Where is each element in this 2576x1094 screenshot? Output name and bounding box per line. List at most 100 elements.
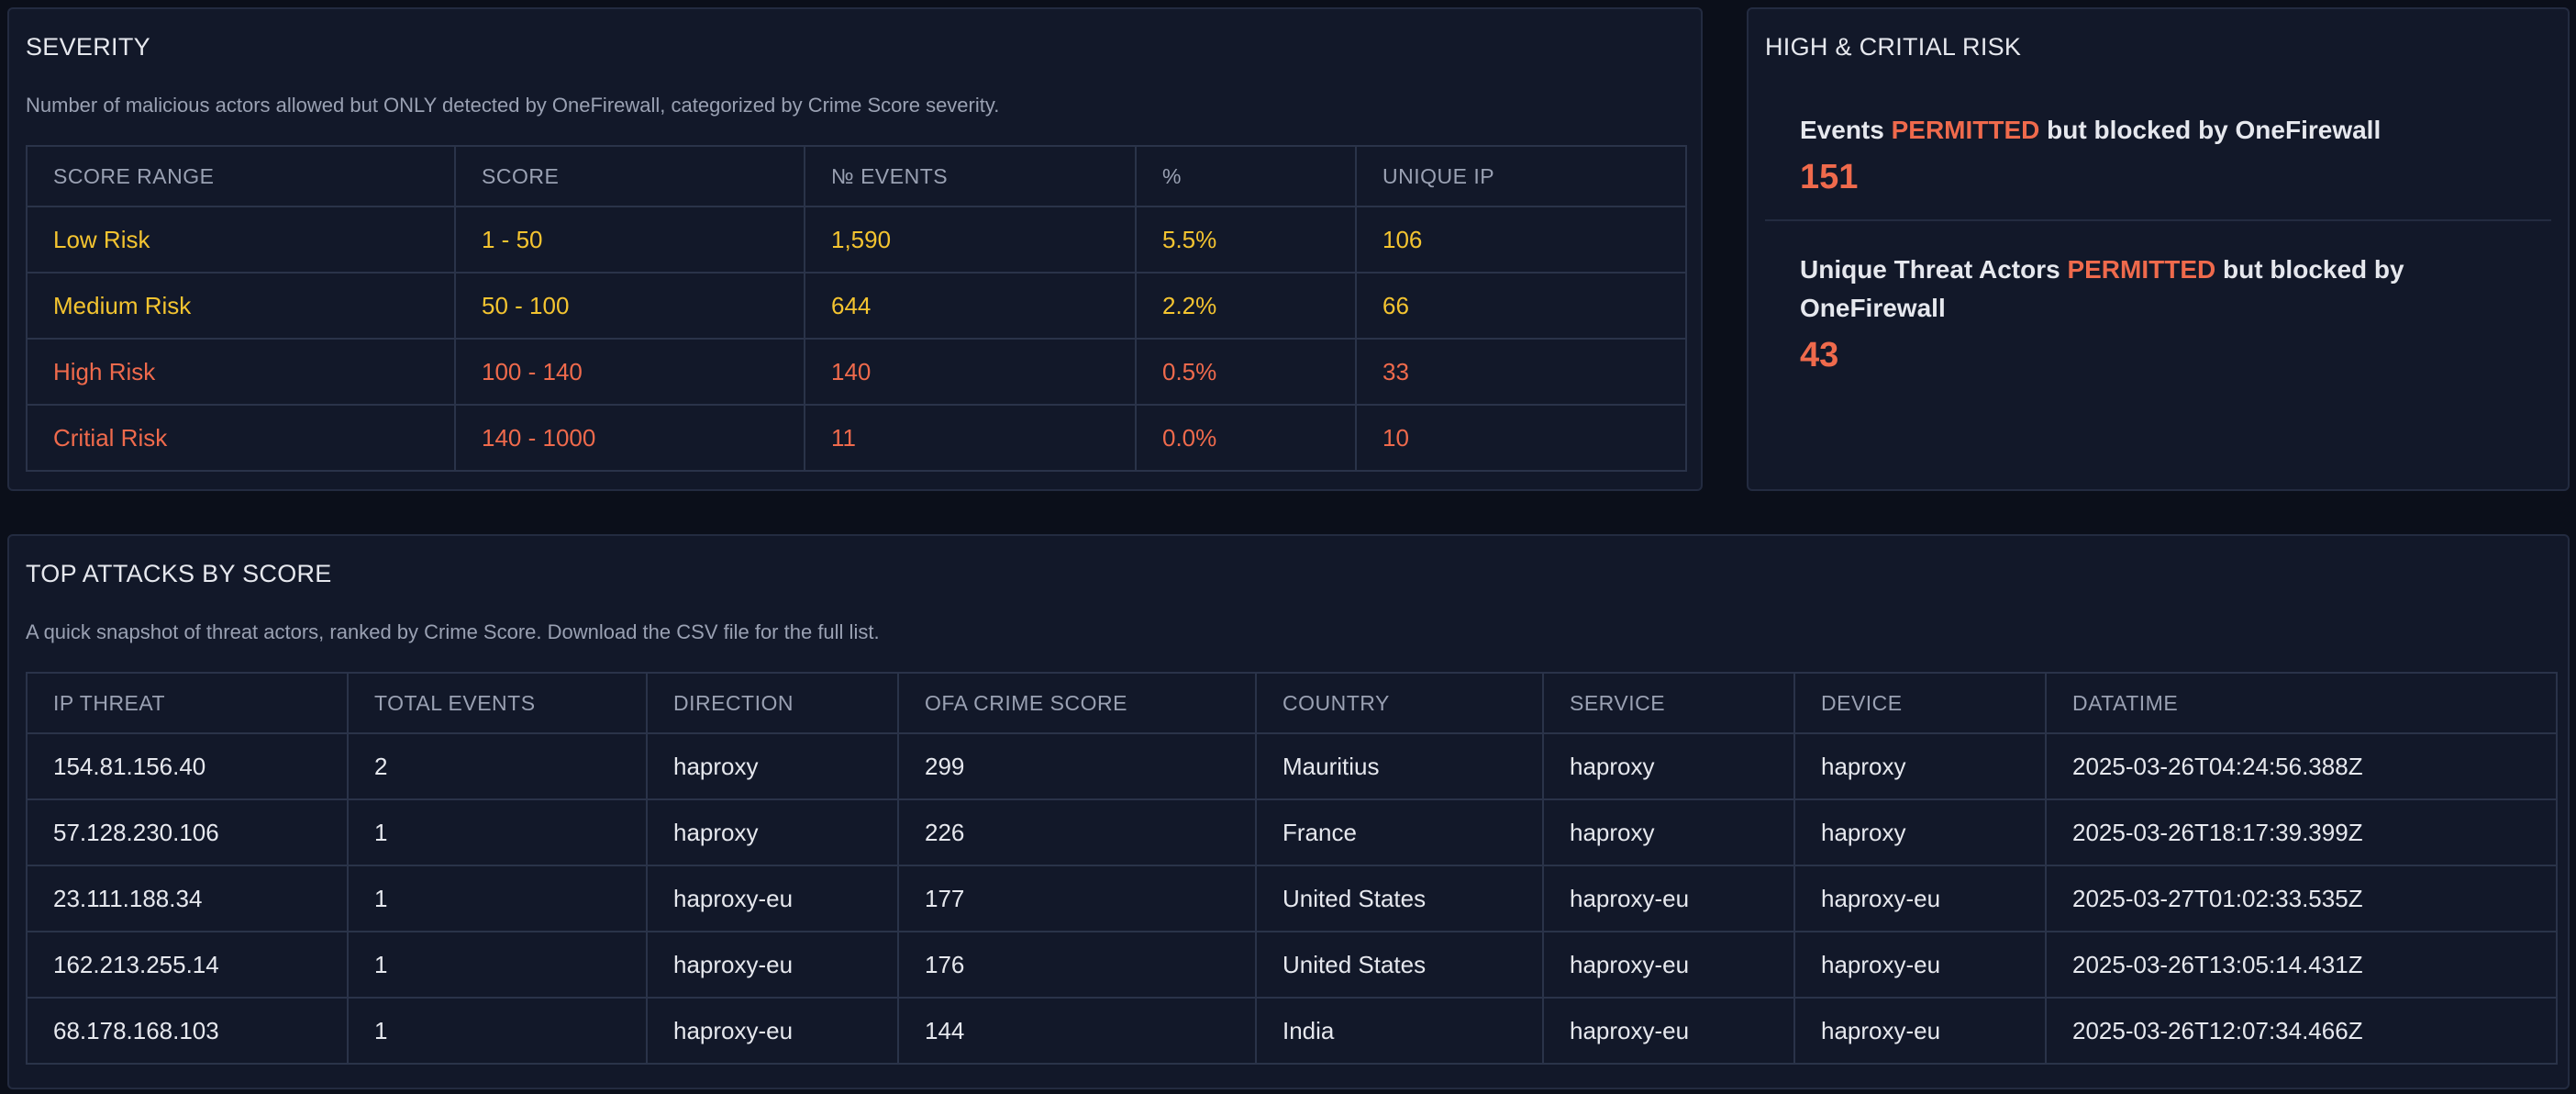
country-cell: India: [1255, 997, 1544, 1065]
device-cell: haproxy-eu: [1793, 931, 2047, 999]
unique-actors-permitted-stat: Unique Threat Actors PERMITTED but block…: [1800, 251, 2534, 375]
score-cell: 100 - 140: [454, 338, 805, 406]
ip-cell: 68.178.168.103: [26, 997, 349, 1065]
column-header-service: SERVICE: [1542, 672, 1795, 734]
ip-cell: 23.111.188.34: [26, 865, 349, 932]
table-row: 154.81.156.40 2 haproxy 299 Mauritius ha…: [26, 732, 2558, 800]
high-critical-risk-panel: HIGH & CRITIAL RISK Events PERMITTED but…: [1747, 7, 2570, 491]
percent-cell: 2.2%: [1135, 272, 1357, 340]
unique-label-highlight: PERMITTED: [2067, 255, 2216, 284]
severity-row-critical: Critial Risk 140 - 1000 11 0.0% 10: [26, 404, 1687, 472]
device-cell: haproxy-eu: [1793, 865, 2047, 932]
score-cell: 140 - 1000: [454, 404, 805, 472]
risk-title: HIGH & CRITIAL RISK: [1765, 33, 2022, 61]
severity-title: SEVERITY: [26, 33, 150, 61]
attacks-table: IP THREAT TOTAL EVENTS DIRECTION OFA CRI…: [26, 672, 2558, 1065]
crime-score-cell: 144: [897, 997, 1257, 1065]
events-permitted-value: 151: [1800, 158, 1859, 196]
score-range-cell: Medium Risk: [26, 272, 456, 340]
ip-cell: 162.213.255.14: [26, 931, 349, 999]
crime-score-cell: 299: [897, 732, 1257, 800]
top-attacks-panel: TOP ATTACKS BY SCORE A quick snapshot of…: [7, 534, 2570, 1089]
percent-cell: 0.0%: [1135, 404, 1357, 472]
device-cell: haproxy: [1793, 732, 2047, 800]
datetime-cell: 2025-03-26T12:07:34.466Z: [2045, 997, 2558, 1065]
events-cell: 644: [804, 272, 1137, 340]
score-range-cell: Critial Risk: [26, 404, 456, 472]
events-label-highlight: PERMITTED: [1891, 116, 2040, 144]
column-header-country: COUNTRY: [1255, 672, 1544, 734]
crime-score-cell: 226: [897, 798, 1257, 866]
unique-ip-cell: 10: [1355, 404, 1687, 472]
score-cell: 50 - 100: [454, 272, 805, 340]
ip-cell: 57.128.230.106: [26, 798, 349, 866]
column-header-crime-score: OFA CRIME SCORE: [897, 672, 1257, 734]
direction-cell: haproxy-eu: [646, 931, 899, 999]
column-header-total-events: TOTAL EVENTS: [347, 672, 648, 734]
percent-cell: 5.5%: [1135, 206, 1357, 274]
country-cell: France: [1255, 798, 1544, 866]
service-cell: haproxy: [1542, 798, 1795, 866]
unique-label-prefix: Unique Threat Actors: [1800, 255, 2060, 284]
country-cell: United States: [1255, 865, 1544, 932]
direction-cell: haproxy-eu: [646, 865, 899, 932]
total-events-cell: 1: [347, 931, 648, 999]
table-row: 68.178.168.103 1 haproxy-eu 144 India ha…: [26, 997, 2558, 1065]
service-cell: haproxy: [1542, 732, 1795, 800]
score-cell: 1 - 50: [454, 206, 805, 274]
score-range-cell: Low Risk: [26, 206, 456, 274]
unique-actors-value: 43: [1800, 336, 1839, 374]
score-range-cell: High Risk: [26, 338, 456, 406]
attacks-title: TOP ATTACKS BY SCORE: [26, 560, 332, 587]
service-cell: haproxy-eu: [1542, 997, 1795, 1065]
datetime-cell: 2025-03-26T04:24:56.388Z: [2045, 732, 2558, 800]
unique-ip-cell: 106: [1355, 206, 1687, 274]
table-row: 57.128.230.106 1 haproxy 226 France hapr…: [26, 798, 2558, 866]
attacks-header-row: IP THREAT TOTAL EVENTS DIRECTION OFA CRI…: [26, 672, 2558, 734]
column-header-ip-threat: IP THREAT: [26, 672, 349, 734]
column-header-unique-ip: UNIQUE IP: [1355, 145, 1687, 207]
datetime-cell: 2025-03-26T13:05:14.431Z: [2045, 931, 2558, 999]
attacks-subtitle: A quick snapshot of threat actors, ranke…: [26, 620, 880, 643]
severity-header-row: SCORE RANGE SCORE № EVENTS % UNIQUE IP: [26, 145, 1687, 207]
total-events-cell: 1: [347, 997, 648, 1065]
column-header-percent: %: [1135, 145, 1357, 207]
events-cell: 11: [804, 404, 1137, 472]
severity-row-medium: Medium Risk 50 - 100 644 2.2% 66: [26, 272, 1687, 340]
column-header-score: SCORE: [454, 145, 805, 207]
device-cell: haproxy-eu: [1793, 997, 2047, 1065]
total-events-cell: 2: [347, 732, 648, 800]
unique-ip-cell: 33: [1355, 338, 1687, 406]
severity-panel: SEVERITY Number of malicious actors allo…: [7, 7, 1703, 491]
events-permitted-stat: Events PERMITTED but blocked by OneFirew…: [1800, 111, 2534, 197]
severity-row-high: High Risk 100 - 140 140 0.5% 33: [26, 338, 1687, 406]
service-cell: haproxy-eu: [1542, 865, 1795, 932]
datetime-cell: 2025-03-26T18:17:39.399Z: [2045, 798, 2558, 866]
direction-cell: haproxy: [646, 798, 899, 866]
events-label-prefix: Events: [1800, 116, 1884, 144]
column-header-device: DEVICE: [1793, 672, 2047, 734]
column-header-direction: DIRECTION: [646, 672, 899, 734]
crime-score-cell: 176: [897, 931, 1257, 999]
percent-cell: 0.5%: [1135, 338, 1357, 406]
unique-actors-label: Unique Threat Actors PERMITTED but block…: [1800, 251, 2534, 328]
column-header-datetime: DATATIME: [2045, 672, 2558, 734]
service-cell: haproxy-eu: [1542, 931, 1795, 999]
country-cell: Mauritius: [1255, 732, 1544, 800]
severity-subtitle: Number of malicious actors allowed but O…: [26, 94, 1000, 117]
direction-cell: haproxy: [646, 732, 899, 800]
table-row: 162.213.255.14 1 haproxy-eu 176 United S…: [26, 931, 2558, 999]
total-events-cell: 1: [347, 865, 648, 932]
crime-score-cell: 177: [897, 865, 1257, 932]
country-cell: United States: [1255, 931, 1544, 999]
column-header-score-range: SCORE RANGE: [26, 145, 456, 207]
total-events-cell: 1: [347, 798, 648, 866]
ip-cell: 154.81.156.40: [26, 732, 349, 800]
device-cell: haproxy: [1793, 798, 2047, 866]
table-row: 23.111.188.34 1 haproxy-eu 177 United St…: [26, 865, 2558, 932]
unique-label-suffix: but blocked by OneFirewall: [1800, 255, 2404, 322]
severity-row-low: Low Risk 1 - 50 1,590 5.5% 106: [26, 206, 1687, 274]
severity-table: SCORE RANGE SCORE № EVENTS % UNIQUE IP L…: [26, 145, 1687, 472]
datetime-cell: 2025-03-27T01:02:33.535Z: [2045, 865, 2558, 932]
column-header-events: № EVENTS: [804, 145, 1137, 207]
